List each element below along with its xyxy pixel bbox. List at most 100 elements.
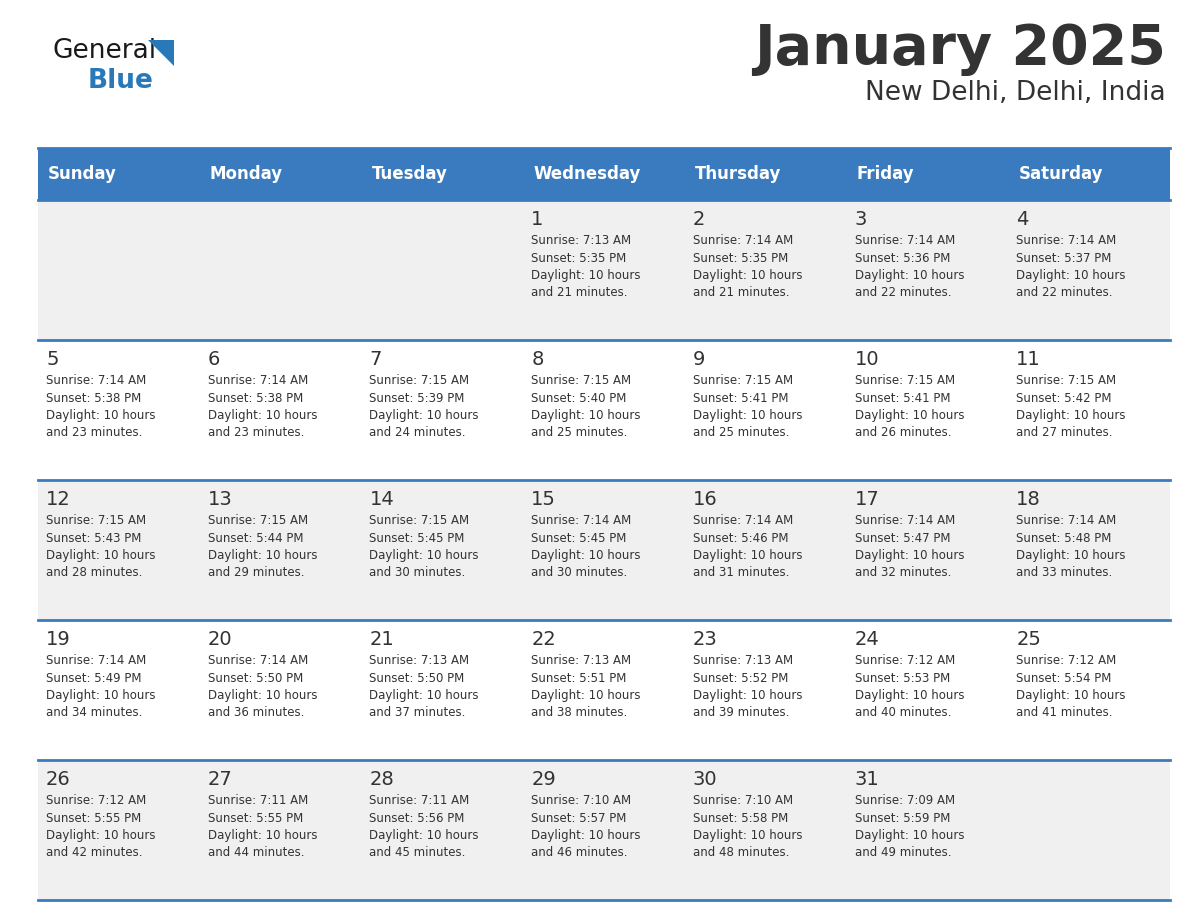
Bar xyxy=(684,760,847,900)
Text: 27: 27 xyxy=(208,770,233,789)
Text: Sunrise: 7:14 AM
Sunset: 5:36 PM
Daylight: 10 hours
and 22 minutes.: Sunrise: 7:14 AM Sunset: 5:36 PM Dayligh… xyxy=(854,234,965,299)
Text: Sunrise: 7:15 AM
Sunset: 5:41 PM
Daylight: 10 hours
and 26 minutes.: Sunrise: 7:15 AM Sunset: 5:41 PM Dayligh… xyxy=(854,374,965,440)
Bar xyxy=(200,760,361,900)
Text: Sunrise: 7:14 AM
Sunset: 5:47 PM
Daylight: 10 hours
and 32 minutes.: Sunrise: 7:14 AM Sunset: 5:47 PM Dayligh… xyxy=(854,514,965,579)
Bar xyxy=(200,340,361,480)
Bar xyxy=(361,620,523,760)
Text: 22: 22 xyxy=(531,630,556,649)
Bar xyxy=(523,760,684,900)
Text: Sunrise: 7:14 AM
Sunset: 5:49 PM
Daylight: 10 hours
and 34 minutes.: Sunrise: 7:14 AM Sunset: 5:49 PM Dayligh… xyxy=(46,654,156,720)
Bar xyxy=(38,340,200,480)
Text: Sunrise: 7:10 AM
Sunset: 5:58 PM
Daylight: 10 hours
and 48 minutes.: Sunrise: 7:10 AM Sunset: 5:58 PM Dayligh… xyxy=(693,794,802,859)
Bar xyxy=(684,480,847,620)
Bar xyxy=(361,200,523,340)
Bar xyxy=(847,148,1009,200)
Text: Sunrise: 7:14 AM
Sunset: 5:50 PM
Daylight: 10 hours
and 36 minutes.: Sunrise: 7:14 AM Sunset: 5:50 PM Dayligh… xyxy=(208,654,317,720)
Text: 16: 16 xyxy=(693,490,718,509)
Bar xyxy=(523,620,684,760)
Bar xyxy=(38,148,200,200)
Polygon shape xyxy=(148,40,173,66)
Text: Sunrise: 7:12 AM
Sunset: 5:53 PM
Daylight: 10 hours
and 40 minutes.: Sunrise: 7:12 AM Sunset: 5:53 PM Dayligh… xyxy=(854,654,965,720)
Bar xyxy=(684,148,847,200)
Text: 9: 9 xyxy=(693,350,706,369)
Text: Sunrise: 7:15 AM
Sunset: 5:45 PM
Daylight: 10 hours
and 30 minutes.: Sunrise: 7:15 AM Sunset: 5:45 PM Dayligh… xyxy=(369,514,479,579)
Text: 8: 8 xyxy=(531,350,544,369)
Bar xyxy=(38,200,200,340)
Text: Friday: Friday xyxy=(857,165,915,183)
Text: 13: 13 xyxy=(208,490,233,509)
Bar xyxy=(38,480,200,620)
Text: 25: 25 xyxy=(1016,630,1041,649)
Text: Saturday: Saturday xyxy=(1018,165,1102,183)
Text: 5: 5 xyxy=(46,350,58,369)
Bar xyxy=(38,760,200,900)
Bar xyxy=(38,620,200,760)
Bar xyxy=(847,620,1009,760)
Text: 24: 24 xyxy=(854,630,879,649)
Text: Sunrise: 7:13 AM
Sunset: 5:50 PM
Daylight: 10 hours
and 37 minutes.: Sunrise: 7:13 AM Sunset: 5:50 PM Dayligh… xyxy=(369,654,479,720)
Bar xyxy=(361,148,523,200)
Bar xyxy=(361,480,523,620)
Text: Wednesday: Wednesday xyxy=(533,165,640,183)
Bar xyxy=(523,480,684,620)
Text: Sunrise: 7:15 AM
Sunset: 5:43 PM
Daylight: 10 hours
and 28 minutes.: Sunrise: 7:15 AM Sunset: 5:43 PM Dayligh… xyxy=(46,514,156,579)
Text: 20: 20 xyxy=(208,630,233,649)
Text: 23: 23 xyxy=(693,630,718,649)
Text: Sunrise: 7:12 AM
Sunset: 5:54 PM
Daylight: 10 hours
and 41 minutes.: Sunrise: 7:12 AM Sunset: 5:54 PM Dayligh… xyxy=(1016,654,1126,720)
Bar xyxy=(847,480,1009,620)
Text: 3: 3 xyxy=(854,210,867,229)
Text: 15: 15 xyxy=(531,490,556,509)
Text: 14: 14 xyxy=(369,490,394,509)
Bar xyxy=(684,200,847,340)
Text: Sunrise: 7:15 AM
Sunset: 5:39 PM
Daylight: 10 hours
and 24 minutes.: Sunrise: 7:15 AM Sunset: 5:39 PM Dayligh… xyxy=(369,374,479,440)
Text: 2: 2 xyxy=(693,210,706,229)
Text: 30: 30 xyxy=(693,770,718,789)
Text: Sunrise: 7:13 AM
Sunset: 5:35 PM
Daylight: 10 hours
and 21 minutes.: Sunrise: 7:13 AM Sunset: 5:35 PM Dayligh… xyxy=(531,234,640,299)
Text: Sunrise: 7:10 AM
Sunset: 5:57 PM
Daylight: 10 hours
and 46 minutes.: Sunrise: 7:10 AM Sunset: 5:57 PM Dayligh… xyxy=(531,794,640,859)
Bar xyxy=(847,760,1009,900)
Text: Sunrise: 7:15 AM
Sunset: 5:44 PM
Daylight: 10 hours
and 29 minutes.: Sunrise: 7:15 AM Sunset: 5:44 PM Dayligh… xyxy=(208,514,317,579)
Text: 11: 11 xyxy=(1016,350,1041,369)
Text: Sunrise: 7:15 AM
Sunset: 5:40 PM
Daylight: 10 hours
and 25 minutes.: Sunrise: 7:15 AM Sunset: 5:40 PM Dayligh… xyxy=(531,374,640,440)
Text: 18: 18 xyxy=(1016,490,1041,509)
Bar xyxy=(523,148,684,200)
Text: Sunrise: 7:14 AM
Sunset: 5:38 PM
Daylight: 10 hours
and 23 minutes.: Sunrise: 7:14 AM Sunset: 5:38 PM Dayligh… xyxy=(208,374,317,440)
Bar xyxy=(523,200,684,340)
Text: Sunrise: 7:09 AM
Sunset: 5:59 PM
Daylight: 10 hours
and 49 minutes.: Sunrise: 7:09 AM Sunset: 5:59 PM Dayligh… xyxy=(854,794,965,859)
Text: Sunrise: 7:14 AM
Sunset: 5:35 PM
Daylight: 10 hours
and 21 minutes.: Sunrise: 7:14 AM Sunset: 5:35 PM Dayligh… xyxy=(693,234,802,299)
Bar xyxy=(200,200,361,340)
Bar xyxy=(523,340,684,480)
Text: Thursday: Thursday xyxy=(695,165,782,183)
Text: 29: 29 xyxy=(531,770,556,789)
Bar xyxy=(361,340,523,480)
Bar xyxy=(1009,760,1170,900)
Text: Sunrise: 7:15 AM
Sunset: 5:41 PM
Daylight: 10 hours
and 25 minutes.: Sunrise: 7:15 AM Sunset: 5:41 PM Dayligh… xyxy=(693,374,802,440)
Bar xyxy=(200,148,361,200)
Bar xyxy=(684,340,847,480)
Text: Blue: Blue xyxy=(88,68,154,94)
Bar xyxy=(847,200,1009,340)
Bar xyxy=(1009,200,1170,340)
Bar xyxy=(200,480,361,620)
Text: 21: 21 xyxy=(369,630,394,649)
Text: 1: 1 xyxy=(531,210,544,229)
Bar xyxy=(684,620,847,760)
Text: Sunrise: 7:13 AM
Sunset: 5:52 PM
Daylight: 10 hours
and 39 minutes.: Sunrise: 7:13 AM Sunset: 5:52 PM Dayligh… xyxy=(693,654,802,720)
Bar xyxy=(1009,340,1170,480)
Text: 31: 31 xyxy=(854,770,879,789)
Text: Sunrise: 7:11 AM
Sunset: 5:56 PM
Daylight: 10 hours
and 45 minutes.: Sunrise: 7:11 AM Sunset: 5:56 PM Dayligh… xyxy=(369,794,479,859)
Text: Sunrise: 7:14 AM
Sunset: 5:37 PM
Daylight: 10 hours
and 22 minutes.: Sunrise: 7:14 AM Sunset: 5:37 PM Dayligh… xyxy=(1016,234,1126,299)
Text: Sunrise: 7:14 AM
Sunset: 5:38 PM
Daylight: 10 hours
and 23 minutes.: Sunrise: 7:14 AM Sunset: 5:38 PM Dayligh… xyxy=(46,374,156,440)
Bar xyxy=(1009,480,1170,620)
Text: General: General xyxy=(52,38,156,64)
Text: 7: 7 xyxy=(369,350,381,369)
Text: 12: 12 xyxy=(46,490,71,509)
Text: Tuesday: Tuesday xyxy=(372,165,448,183)
Bar xyxy=(1009,620,1170,760)
Text: Sunrise: 7:12 AM
Sunset: 5:55 PM
Daylight: 10 hours
and 42 minutes.: Sunrise: 7:12 AM Sunset: 5:55 PM Dayligh… xyxy=(46,794,156,859)
Text: Sunrise: 7:14 AM
Sunset: 5:48 PM
Daylight: 10 hours
and 33 minutes.: Sunrise: 7:14 AM Sunset: 5:48 PM Dayligh… xyxy=(1016,514,1126,579)
Text: 4: 4 xyxy=(1016,210,1029,229)
Text: 17: 17 xyxy=(854,490,879,509)
Text: 10: 10 xyxy=(854,350,879,369)
Text: Sunrise: 7:11 AM
Sunset: 5:55 PM
Daylight: 10 hours
and 44 minutes.: Sunrise: 7:11 AM Sunset: 5:55 PM Dayligh… xyxy=(208,794,317,859)
